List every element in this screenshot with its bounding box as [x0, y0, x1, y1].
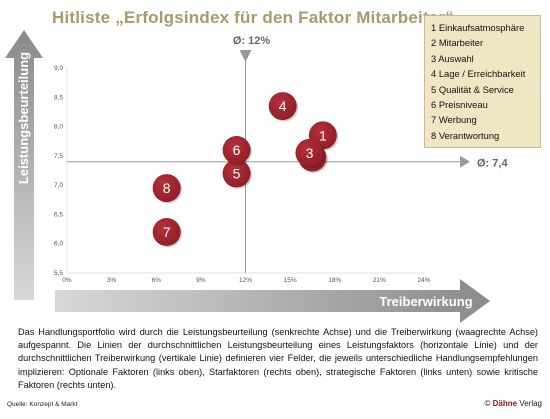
y-mean-arrowhead — [460, 155, 470, 168]
data-point-label: 6 — [233, 142, 241, 158]
data-point-6 — [222, 136, 251, 164]
data-point-5 — [222, 159, 251, 188]
copyright-note: © Dähne Verlag — [485, 399, 542, 408]
x-tick-label: 12% — [239, 277, 252, 284]
y-tick-label: 6,5 — [54, 211, 63, 218]
y-axis-label: Leistungsbeurteilung — [16, 52, 31, 184]
x-tick-label: 3% — [107, 277, 117, 284]
description-text: Das Handlungsportfolio wird durch die Le… — [18, 327, 538, 390]
x-tick-label: 21% — [373, 277, 386, 284]
data-point-label: 3 — [306, 145, 314, 161]
legend-item: 2 Mitarbeiter — [431, 37, 484, 49]
legend-item: 6 Preisniveau — [431, 99, 488, 111]
data-point-8 — [152, 174, 181, 203]
y-tick-label: 6,0 — [54, 241, 63, 248]
legend-item: 8 Verantwortung — [431, 129, 500, 141]
data-point-label: 4 — [279, 98, 287, 114]
source-note: Quelle: Konzept & Markt — [7, 401, 78, 408]
y-tick-label: 9,0 — [54, 65, 63, 72]
legend-item: 5 Qualität & Service — [431, 83, 514, 95]
legend-item: 3 Auswahl — [431, 52, 474, 64]
x-tick-label: 24% — [417, 277, 430, 284]
x-tick-label: 18% — [328, 277, 341, 284]
data-point-label: 8 — [163, 180, 171, 196]
y-tick-label: 5,5 — [54, 270, 63, 277]
y-mean-label: Ø: 7,4 — [477, 158, 508, 170]
y-axis-arrow — [5, 30, 43, 300]
x-tick-label: 6% — [152, 277, 162, 284]
y-tick-label: 7,5 — [54, 153, 63, 160]
legend-box: 1 Einkaufsatmosphäre 2 Mitarbeiter 3 Aus… — [424, 15, 541, 149]
data-point-label: 7 — [163, 224, 171, 240]
x-tick-label: 0% — [62, 277, 72, 284]
page-title: Hitliste „Erfolgsindex für den Faktor Mi… — [52, 8, 455, 27]
data-point-4 — [268, 92, 297, 121]
x-tick-label: 9% — [196, 277, 206, 284]
x-axis-label: Treiberwirkung — [379, 294, 472, 309]
copyright-symbol: © — [484, 399, 493, 408]
x-tick-label: 15% — [284, 277, 297, 284]
data-point-label: 5 — [233, 165, 241, 181]
publisher-brand: Dähne — [492, 399, 518, 408]
x-axis-arrow — [55, 279, 490, 323]
y-tick-label: 8,0 — [54, 124, 63, 131]
copyright-suffix: Verlag — [517, 399, 542, 408]
x-mean-arrowhead — [239, 50, 252, 62]
data-point-3 — [295, 138, 324, 167]
data-point-7 — [152, 218, 181, 246]
y-tick-label: 7,0 — [54, 182, 63, 189]
x-mean-label: Ø: 12% — [233, 35, 271, 47]
scatter-chart: Leistungsbeurteilung Treiberwirkung 5,5 6,0… — [5, 30, 508, 323]
data-point-label: 1 — [319, 127, 327, 143]
legend-item: 1 Einkaufsatmosphäre — [431, 22, 525, 33]
y-tick-label: 8,5 — [54, 94, 63, 101]
legend-item: 4 Lage / Erreichbarkeit — [431, 68, 526, 80]
legend-item: 7 Werbung — [431, 114, 477, 126]
